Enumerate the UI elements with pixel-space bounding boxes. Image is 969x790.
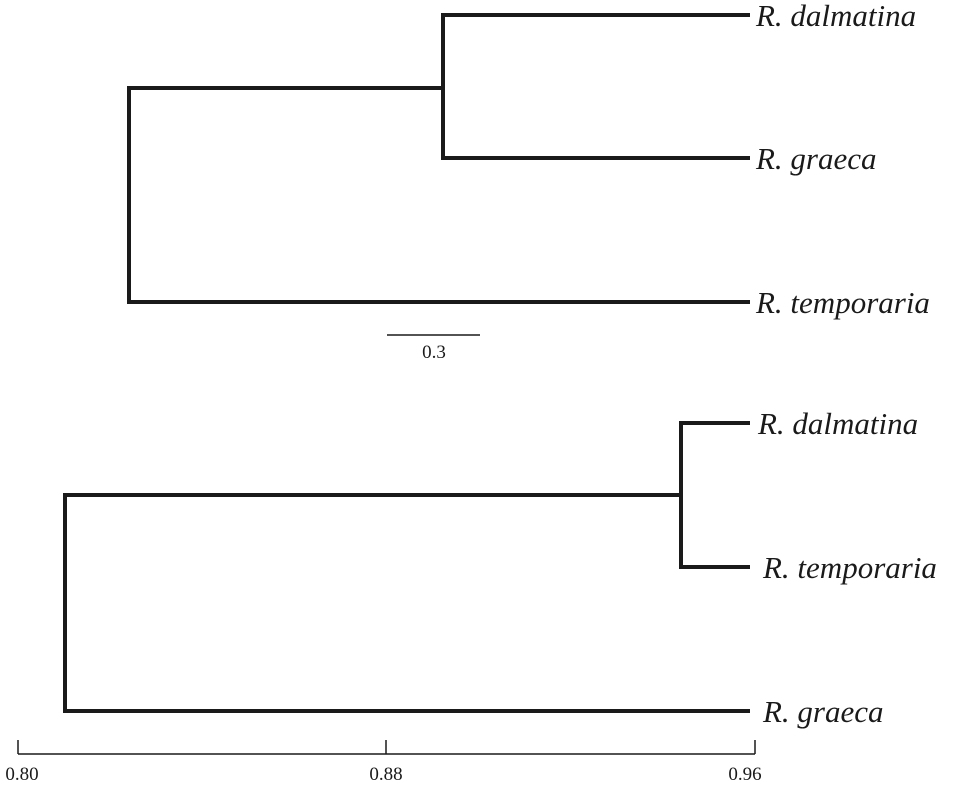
top-taxon-label: R. dalmatina xyxy=(755,0,916,33)
axis-tick-label: 0.88 xyxy=(369,764,402,785)
axis-tick-label: 0.80 xyxy=(5,764,38,785)
bottom-tree: R. dalmatina R. temporaria R. graeca 0.8… xyxy=(5,406,937,785)
scale-bar-label: 0.3 xyxy=(422,342,446,363)
bottom-taxon-label: R. graeca xyxy=(762,694,884,729)
top-tree: R. dalmatina R. graeca R. temporaria 0.3 xyxy=(127,0,930,363)
axis-tick-label: 0.96 xyxy=(728,764,761,785)
bottom-taxon-label: R. temporaria xyxy=(762,550,937,585)
bottom-taxon-label: R. dalmatina xyxy=(757,406,918,441)
top-taxon-label: R. temporaria xyxy=(755,285,930,320)
top-taxon-label: R. graeca xyxy=(755,141,877,176)
